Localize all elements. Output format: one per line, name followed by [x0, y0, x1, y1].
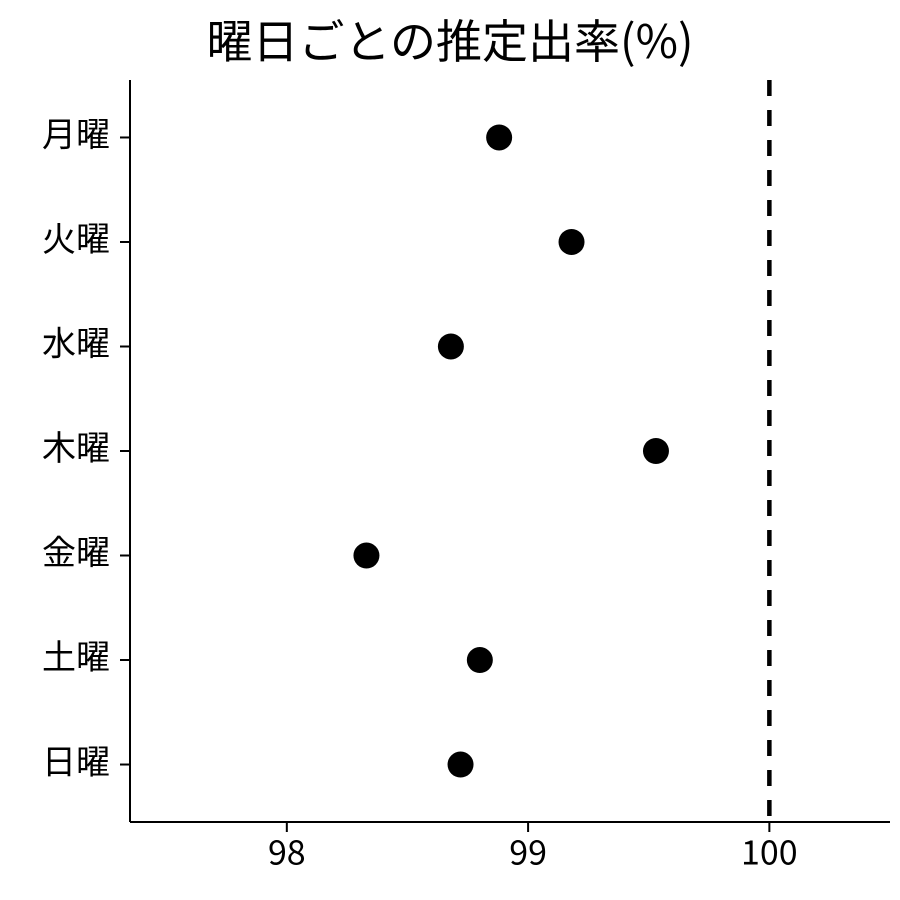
- x-tick-label: 98: [268, 825, 306, 874]
- chart-svg: 98 99 100 月曜火曜水曜木曜金曜土曜日曜: [0, 0, 900, 900]
- data-point: [486, 124, 512, 150]
- data-point: [353, 543, 379, 569]
- y-tick-label: 金曜: [42, 526, 110, 575]
- y-tick-label: 月曜: [42, 108, 110, 157]
- y-tick-label: 日曜: [42, 735, 110, 784]
- y-tick-label: 木曜: [42, 421, 110, 470]
- x-tick-label: 99: [509, 825, 547, 874]
- x-tick-label: 100: [741, 825, 798, 874]
- data-point: [438, 333, 464, 359]
- data-point: [448, 752, 474, 778]
- data-point: [559, 229, 585, 255]
- chart-container: 曜日ごとの推定出率(%) 9899100月曜火曜水曜木曜金曜土曜日曜: [0, 0, 900, 900]
- y-tick-label: 火曜: [42, 212, 110, 261]
- data-point: [467, 647, 493, 673]
- y-tick-label: 土曜: [42, 630, 110, 679]
- y-tick-label: 水曜: [42, 317, 110, 366]
- data-point: [643, 438, 669, 464]
